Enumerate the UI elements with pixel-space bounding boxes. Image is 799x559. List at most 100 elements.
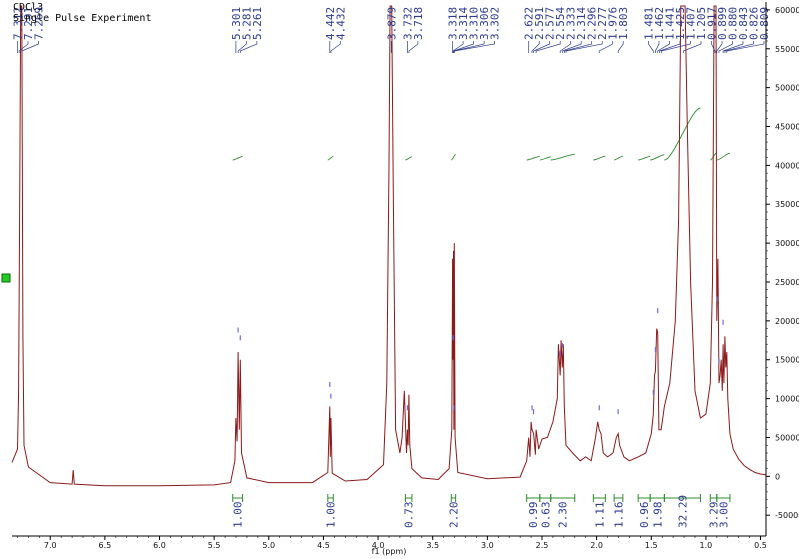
peak-leader-line: [453, 41, 485, 53]
peak-label-text: 7.269: [33, 7, 46, 40]
peak-leader-line: [531, 41, 540, 53]
peak-label: 1.407: [661, 7, 698, 53]
peak-leader-line: [617, 41, 624, 53]
y-tick-label: 250000: [775, 278, 799, 287]
peak-leader-line: [18, 41, 29, 53]
integral-curve: [716, 152, 730, 161]
peak-label: 4.442: [324, 7, 337, 53]
peak-label: 0.880: [718, 7, 740, 53]
peak-leader-line: [661, 41, 691, 53]
peak-label-text: 2.296: [586, 7, 599, 40]
peak-label: 2.296: [563, 7, 599, 53]
peak-label-text: 1.205: [695, 7, 708, 40]
peak-label: 2.622: [523, 7, 536, 53]
peak-label-text: 0.809: [758, 7, 771, 40]
peak-leader-line: [453, 41, 474, 53]
peak-leader-line: [722, 41, 744, 53]
integral-curve: [638, 156, 651, 161]
integral-value: 0.99: [527, 502, 540, 529]
peak-label: 1.976: [598, 7, 620, 53]
header-experiment: Single Pulse Experiment: [13, 13, 151, 24]
x-tick-label: 5.5: [208, 541, 221, 550]
x-tick-label: 2.5: [536, 541, 549, 550]
peak-label-text: 0.880: [727, 7, 740, 40]
integral-region: 0.73: [403, 494, 416, 528]
peak-leader-line: [535, 41, 561, 53]
y-axis: -50000 0 50000 100000 150000 200000 250000 3000…: [765, 2, 799, 536]
integral-region: 32.29: [663, 494, 701, 528]
peak-label: 3.310: [453, 7, 481, 53]
peak-leader-line: [533, 41, 551, 53]
peak-label: 7.269: [21, 7, 46, 53]
peak-label: 5.281: [237, 7, 253, 53]
integral-curve: [614, 155, 623, 161]
x-axis-title: f1 (ppm): [372, 547, 407, 556]
cursor-marker[interactable]: [1, 273, 11, 283]
y-tick-label: 600000: [775, 6, 799, 15]
peak-label: 4.432: [330, 7, 347, 53]
integral-curve: [539, 156, 551, 161]
y-tick-label: 500000: [775, 84, 799, 93]
integral-region: 3.00: [716, 494, 731, 528]
peak-leader-line: [408, 41, 419, 53]
peak-label: 2.554: [535, 7, 567, 53]
peak-label-text: 3.302: [489, 7, 502, 40]
peak-tick-markers-layer: [237, 296, 724, 415]
peak-label-text: 0.826: [748, 7, 761, 40]
peak-label: 3.306: [453, 7, 491, 53]
peak-label: 2.577: [533, 7, 557, 53]
peak-label: 7.312: [12, 7, 25, 53]
x-tick-label: 2.0: [590, 541, 603, 550]
peak-label-text: 2.333: [565, 7, 578, 40]
peak-leader-line: [648, 41, 654, 53]
peak-label-text: 3.314: [457, 7, 470, 40]
peak-label-text: 1.441: [664, 7, 677, 40]
peak-label: 0.899: [716, 7, 729, 53]
peak-leader-line: [563, 41, 593, 53]
peak-label-text: 3.306: [478, 7, 491, 40]
peak-leader-line: [452, 41, 464, 53]
peak-leader-line: [559, 41, 572, 53]
peak-label-text: 2.622: [523, 7, 536, 40]
peak-leader-line: [724, 41, 754, 53]
integral-value: 32.29: [676, 495, 689, 528]
peak-label: 5.261: [239, 7, 264, 53]
x-axis: 7.0 6.5 6.0 5.5 5.0 4.5 4.0 3.5 3.0 2.5 2.0 1.5 1.0 0…: [12, 535, 767, 550]
integral-curve: [451, 154, 456, 161]
peak-label: 3.318: [447, 7, 460, 53]
integral-curve: [405, 156, 412, 161]
peak-label-text: 1.425: [674, 7, 687, 40]
peak-leader-line: [21, 41, 39, 53]
integral-value: 0.63: [539, 502, 552, 529]
peak-label-text: 3.318: [447, 7, 460, 40]
integral-value: 3.29: [708, 502, 721, 529]
peak-label: 1.481: [643, 7, 656, 53]
integral-curve: [650, 154, 665, 161]
peak-label-text: 3.718: [412, 7, 425, 40]
peak-leader-line: [657, 41, 670, 53]
peak-label-text: 0.843: [737, 7, 750, 40]
integral-curve: [664, 107, 701, 161]
peak-label: 0.826: [724, 7, 761, 53]
integral-value: 1.00: [325, 502, 338, 529]
integral-region: 1.00: [232, 494, 245, 528]
peak-leader-line: [565, 41, 603, 53]
x-tick-label: 0.5: [754, 541, 767, 550]
peak-label: 1.441: [657, 7, 677, 53]
integral-value: 1.11: [593, 502, 606, 529]
spectrum-line: [11, 5, 767, 487]
peak-label: 5.301: [230, 7, 243, 53]
peak-label-text: 5.301: [230, 7, 243, 40]
peak-label: 3.718: [408, 7, 425, 53]
peak-label-text: 0.917: [706, 7, 719, 40]
x-tick-label: 6.0: [153, 541, 166, 550]
peak-label: 7.291: [18, 7, 35, 53]
peak-leader-line: [598, 41, 614, 53]
peak-label: 0.843: [722, 7, 750, 53]
peak-leader-line: [726, 41, 765, 53]
peak-label-text: 7.312: [12, 7, 25, 40]
peak-label: 2.333: [559, 7, 578, 53]
integral-marks-layer: 1.00 1.00 0.73 2.20 0.99 0.63 2.30 1.11 1.16 0.96…: [232, 494, 731, 528]
